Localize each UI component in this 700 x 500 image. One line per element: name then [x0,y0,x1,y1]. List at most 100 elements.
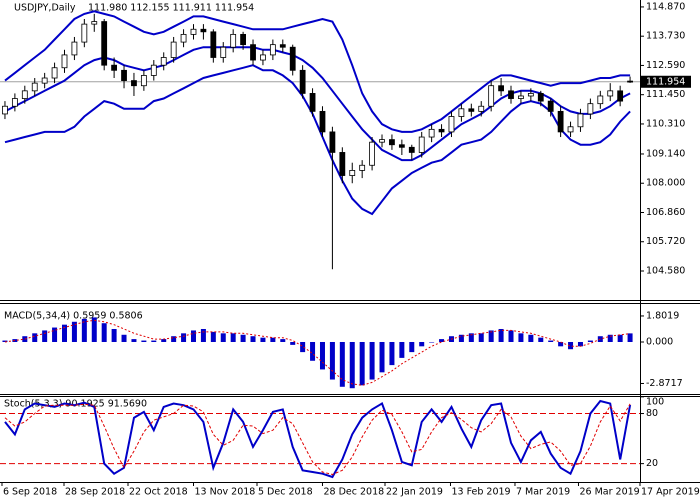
candle-body [498,85,504,92]
candle-body [71,41,78,56]
y-tick-label: 111.450 [646,89,685,100]
indicator-title: MACD(5,34,4) 0.5959 0.5806 [4,311,143,322]
candle-body [111,64,118,71]
candle-body [617,90,624,102]
histogram-bar [91,317,97,342]
histogram-bar [468,333,474,342]
candle-body [269,44,276,56]
candle-body [537,93,544,102]
histogram-bar [439,339,445,342]
chart-subtitle: 111.980 112.155 111.911 111.954 [88,3,254,14]
candle-body [349,170,356,176]
histogram-bar [230,333,236,342]
candle-body [101,21,108,66]
candle-body [250,44,256,61]
histogram-bar [498,328,504,342]
histogram-bar [2,340,8,342]
band-line [4,46,631,162]
y-tick-label: 106.860 [646,207,685,218]
candle-body [309,93,316,112]
histogram-bar [399,341,405,358]
candle-body [180,33,187,43]
histogram-bar [61,324,67,342]
x-tick-label: 22 Jan 2019 [386,487,443,498]
candle-body [299,69,306,94]
candle-body [170,41,177,58]
histogram-bar [518,333,524,342]
histogram-bar [190,330,196,342]
candle-body [289,46,296,71]
candle-body [458,108,465,117]
candle-body [577,113,584,128]
candle-body [468,108,475,112]
candle-body [150,64,157,76]
histogram-bar [200,328,206,342]
band-line [4,64,631,216]
candle-body [478,105,485,112]
candle-body [31,82,38,92]
x-tick-label: 13 Nov 2018 [194,487,255,498]
candle-body [220,46,227,58]
y-tick-label: 110.310 [646,118,685,129]
histogram-bar [81,318,87,342]
y-tick-label: 112.590 [646,60,685,71]
candle-body [329,131,336,153]
x-tick-label: 28 Dec 2018 [323,487,384,498]
candle-body [627,80,633,83]
candle-body [597,95,604,105]
histogram-bar [52,327,58,342]
candle-body [61,54,68,69]
candle-body [140,75,147,87]
candle-body [607,90,614,97]
histogram-bar [141,340,147,342]
histogram-bar [121,334,127,342]
candle-body [190,28,197,35]
candle-body [230,33,237,48]
histogram-bar [310,341,316,361]
histogram-bar [329,341,335,380]
candle-body [398,144,405,148]
histogram-bar [617,334,623,342]
histogram-bar [568,341,574,350]
histogram-bar [339,341,345,387]
histogram-bar [627,333,633,342]
histogram-bar [181,333,187,342]
candle-body [438,128,445,133]
candle-body [41,77,48,84]
candle-body [11,98,18,107]
candle-body [587,103,594,115]
histogram-bar [300,341,306,353]
histogram-bar [488,330,494,342]
x-tick-label: 7 Mar 2019 [516,487,570,498]
histogram-bar [508,330,514,342]
y-tick-label: 114.870 [646,1,685,12]
histogram-bar [587,340,593,342]
candle-body [518,95,524,99]
histogram-bar [131,339,137,342]
histogram-bar [151,340,157,342]
candle-body [369,141,375,166]
candle-body [527,93,534,97]
histogram-bar [429,341,435,343]
stoch-line [4,399,632,479]
chart-title: USDJPY,Daily [14,3,76,14]
candle-body [448,116,455,133]
histogram-bar [528,334,534,342]
candle-body [408,146,415,153]
histogram-bar [71,321,77,342]
y-tick-label: 80 [646,408,658,419]
histogram-bar [220,333,226,342]
histogram-bar [389,341,395,366]
histogram-bar [260,337,266,342]
histogram-bar [478,333,484,342]
candle-body [200,28,207,33]
x-tick-label: 6 Sep 2018 [3,487,57,498]
candle-body [339,152,346,176]
histogram-bar [111,328,117,342]
y-tick-label: 105.720 [646,236,685,247]
candle-body [279,44,286,48]
histogram-bar [210,331,216,342]
candle-body [379,139,385,143]
candle-body [131,80,137,87]
